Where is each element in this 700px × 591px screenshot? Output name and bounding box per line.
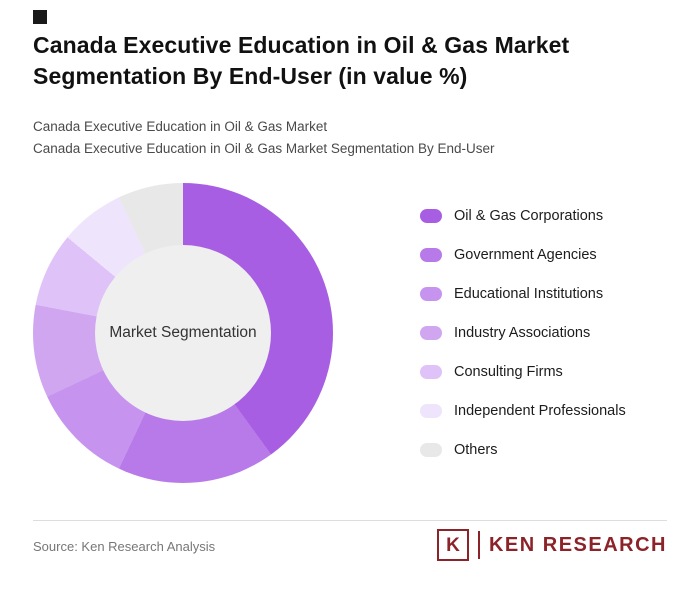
legend-swatch	[420, 286, 442, 301]
legend-item: Consulting Firms	[420, 363, 626, 380]
legend-item: Others	[420, 441, 626, 458]
legend-swatch	[420, 442, 442, 457]
legend-label: Government Agencies	[454, 246, 597, 263]
subtitle-line-2: Canada Executive Education in Oil & Gas …	[33, 141, 495, 157]
legend-item: Independent Professionals	[420, 402, 626, 419]
legend-label: Educational Institutions	[454, 285, 604, 302]
legend-swatch	[420, 325, 442, 340]
legend-swatch	[420, 208, 442, 223]
legend-swatch	[420, 403, 442, 418]
legend-item: Government Agencies	[420, 246, 626, 263]
legend-item: Educational Institutions	[420, 285, 626, 302]
legend-item: Industry Associations	[420, 324, 626, 341]
legend-label: Oil & Gas Corporations	[454, 207, 604, 224]
legend-swatch	[420, 247, 442, 262]
logo-k-box-icon: K	[436, 529, 469, 561]
ken-research-logo: K KEN RESEARCH	[436, 529, 667, 561]
legend-swatch	[420, 364, 442, 379]
logo-k-letter: K	[446, 534, 460, 556]
donut-hole: Market Segmentation	[95, 245, 271, 421]
donut-center-label: Market Segmentation	[109, 324, 257, 341]
subtitle-line-1: Canada Executive Education in Oil & Gas …	[33, 119, 328, 134]
legend-label: Independent Professionals	[454, 402, 626, 419]
brand-square-mark	[33, 10, 47, 24]
donut-chart-area: Market Segmentation	[33, 183, 333, 483]
legend-item: Oil & Gas Corporations	[420, 207, 626, 224]
logo-divider-bar	[477, 531, 480, 559]
legend-label: Consulting Firms	[454, 363, 563, 380]
legend-label: Others	[454, 441, 498, 458]
subtitle-block: Canada Executive Education in Oil & Gas …	[33, 116, 494, 161]
legend-label: Industry Associations	[454, 324, 591, 341]
page-title: Canada Executive Education in Oil & Gas …	[33, 32, 570, 90]
chart-legend: Oil & Gas Corporations Government Agencie…	[420, 207, 626, 458]
source-text: Source: Ken Research Analysis	[33, 539, 216, 554]
logo-wordmark: KEN RESEARCH	[488, 533, 667, 556]
footer-divider	[33, 520, 667, 521]
